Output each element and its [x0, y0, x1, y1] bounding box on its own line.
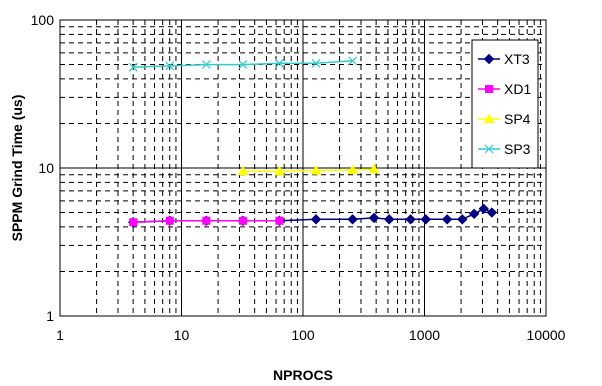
legend-box	[471, 39, 539, 169]
data-point-sp4	[237, 165, 249, 176]
y-axis-title: SPPM Grind Time (us)	[9, 95, 25, 242]
data-point-sp4	[310, 165, 322, 175]
y-tick-label: 1	[46, 308, 54, 324]
data-point-xd1	[165, 216, 174, 225]
gridlines	[60, 20, 546, 316]
legend-marker-xt3	[483, 53, 495, 65]
data-point-xt3	[368, 212, 380, 224]
data-point-xt3	[405, 214, 416, 225]
data-point-xt3	[420, 214, 431, 225]
data-point-xt3	[383, 214, 395, 225]
data-point-sp3	[238, 60, 248, 69]
legend: XT3 XD1 SP4 SP3	[471, 39, 539, 169]
data-point-sp3	[201, 60, 211, 69]
series-xd1	[129, 216, 284, 227]
legend-marker-sp3	[484, 144, 494, 154]
x-tick-label: 100	[291, 327, 315, 343]
data-point-xt3	[441, 214, 453, 225]
data-point-sp4	[274, 165, 285, 176]
legend-label-sp4: SP4	[504, 111, 531, 127]
legend-entry-sp3: SP3	[478, 141, 531, 157]
data-point-xt3	[478, 203, 489, 215]
data-point-xd1	[129, 218, 138, 227]
data-point-xd1	[202, 216, 211, 225]
data-point-xd1	[238, 216, 247, 225]
legend-entry-xd1: XD1	[478, 81, 531, 97]
data-point-xt3	[457, 214, 468, 225]
series-layer	[127, 56, 498, 228]
legend-label-xt3: XT3	[504, 51, 530, 67]
plot-area-border	[59, 19, 547, 317]
y-tick-label: 100	[31, 12, 55, 28]
data-point-sp3	[165, 61, 175, 71]
data-point-xt3	[347, 214, 358, 225]
x-axis-ticks: 1 10 100 1000 10000	[56, 327, 566, 343]
data-point-sp4	[368, 163, 380, 174]
legend-entry-xt3: XT3	[478, 51, 530, 67]
data-point-sp4	[347, 164, 358, 174]
data-point-xt3	[310, 214, 322, 225]
legend-marker-sp4	[483, 113, 495, 123]
legend-entry-sp4: SP4	[478, 111, 531, 127]
series-sp4	[237, 163, 380, 176]
x-tick-label: 10000	[527, 327, 566, 343]
data-point-xt3	[468, 208, 480, 220]
data-point-xt3	[486, 207, 498, 218]
series-sp3	[128, 56, 358, 72]
x-tick-label: 1	[56, 327, 64, 343]
data-point-sp3	[128, 62, 138, 72]
x-axis-title: NPROCS	[273, 367, 333, 383]
data-point-sp3	[275, 58, 284, 68]
legend-label-sp3: SP3	[504, 141, 531, 157]
y-axis-ticks: 1 10 100	[31, 12, 55, 324]
data-point-sp3	[348, 56, 358, 66]
y-tick-label: 10	[38, 160, 54, 176]
data-point-xd1	[275, 216, 284, 225]
x-tick-label: 1000	[409, 327, 440, 343]
data-point-sp3	[311, 58, 321, 68]
legend-label-xd1: XD1	[504, 81, 531, 97]
legend-marker-xd1	[485, 85, 493, 93]
x-tick-label: 10	[174, 327, 190, 343]
